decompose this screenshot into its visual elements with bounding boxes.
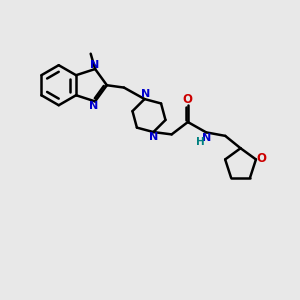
Text: O: O <box>183 93 193 106</box>
Text: N: N <box>140 89 150 99</box>
Text: N: N <box>89 101 98 111</box>
Text: H: H <box>196 137 205 147</box>
Text: N: N <box>149 132 159 142</box>
Text: O: O <box>257 152 267 165</box>
Text: N: N <box>90 60 99 70</box>
Text: N: N <box>202 133 211 142</box>
